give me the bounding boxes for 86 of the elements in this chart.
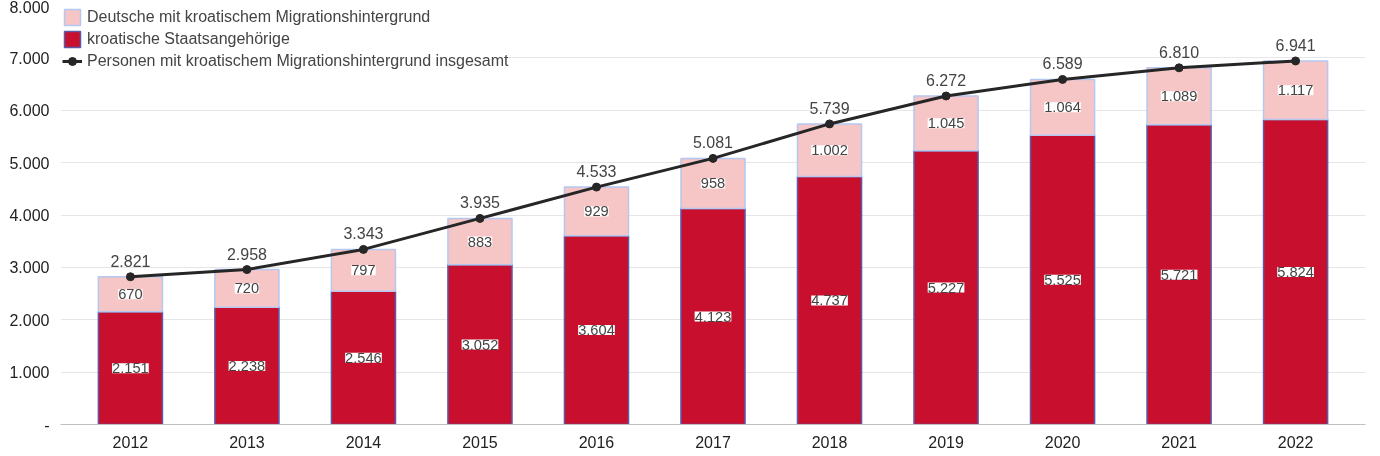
data-label: 1.064 [1044, 99, 1081, 116]
point [242, 265, 252, 275]
data-label: 4.737 [811, 292, 848, 309]
point [591, 182, 601, 192]
data-label: 5.721 [1160, 266, 1198, 283]
y-tick-label: 4.000 [9, 207, 50, 224]
data-label: 2.238 [228, 357, 266, 374]
y-tick-label: 8.000 [9, 0, 50, 16]
x-tick-label: 2015 [462, 433, 498, 451]
bar [1146, 67, 1212, 126]
bar [214, 306, 280, 425]
y-tick-label: 5.000 [9, 154, 50, 172]
y-tick-label: 1.000 [9, 364, 50, 382]
data-label: 958 [700, 175, 726, 192]
data-label: 2.151 [112, 360, 149, 377]
data-label: 2.821 [110, 252, 151, 270]
bar [563, 234, 630, 425]
data-label: 797 [351, 262, 376, 279]
bar [97, 276, 164, 313]
data-label: 3.052 [461, 336, 499, 353]
x-tick-label: 2017 [695, 433, 731, 451]
x-tick-label: 2021 [1161, 433, 1197, 451]
data-label: 883 [467, 233, 493, 250]
data-label: 6.810 [1159, 43, 1200, 61]
bar [680, 207, 746, 425]
data-label: 3.935 [459, 194, 501, 212]
data-label: 2.958 [226, 245, 268, 263]
point [825, 119, 835, 129]
data-label: 6.272 [926, 72, 967, 89]
bar [913, 95, 979, 152]
data-label: 6.941 [1275, 36, 1316, 54]
point [1174, 63, 1184, 73]
x-tick-label: 2018 [811, 433, 848, 451]
bar [447, 263, 513, 425]
bar [796, 175, 863, 425]
point [125, 272, 135, 282]
bar [214, 268, 280, 309]
point [475, 213, 485, 223]
point [708, 153, 718, 163]
data-label: 720 [234, 280, 260, 297]
y-tick-label: 7.000 [9, 49, 50, 67]
data-label: 1.045 [927, 115, 965, 132]
point [1058, 74, 1068, 84]
bar [680, 157, 746, 210]
data-label: 929 [584, 203, 609, 220]
legend-label: Personen mit kroatischem Migrationshintergrund insgesamt [87, 52, 509, 70]
y-tick-label: - [44, 416, 50, 434]
x-tick-label: 2019 [928, 433, 964, 451]
data-label: 1.117 [1277, 82, 1314, 99]
y-tick-label: 3.000 [9, 259, 50, 277]
point [358, 244, 368, 254]
x-tick-label: 2012 [112, 433, 149, 451]
data-label: 1.089 [1160, 88, 1198, 105]
x-tick-label: 2022 [1277, 433, 1314, 451]
bar [563, 186, 630, 237]
data-label: 670 [118, 286, 143, 303]
x-tick-label: 2016 [578, 433, 615, 451]
x-tick-label: 2020 [1044, 433, 1081, 451]
x-tick-label: 2014 [345, 433, 382, 451]
data-label: 6.589 [1042, 55, 1083, 73]
data-label: 5.525 [1044, 271, 1081, 288]
bar [330, 290, 397, 425]
bar [1029, 134, 1096, 425]
y-tick-label: 2.000 [9, 311, 50, 329]
point [1291, 56, 1301, 66]
data-label: 4.533 [576, 163, 617, 181]
data-label: 4.123 [694, 308, 732, 325]
data-label: 1.002 [811, 142, 848, 159]
data-label: 5.081 [692, 134, 734, 152]
data-label: 5.824 [1277, 263, 1314, 280]
point [941, 91, 951, 101]
bar [1262, 60, 1329, 121]
data-label: 5.227 [927, 279, 965, 296]
x-tick-label: 2013 [229, 433, 265, 451]
bar [913, 149, 979, 425]
legend-label: kroatische Staatsangehörige [87, 30, 290, 48]
bar [1262, 118, 1329, 425]
data-label: 2.546 [345, 349, 382, 366]
data-label: 5.739 [809, 99, 850, 117]
bar [97, 311, 164, 425]
bar [1146, 124, 1212, 425]
data-label: 3.604 [578, 322, 615, 339]
y-tick-label: 6.000 [9, 102, 50, 120]
bar [447, 217, 513, 266]
legend-label: Deutsche mit kroatischem Migrationshintergrund [87, 8, 431, 26]
data-label: 3.343 [343, 225, 384, 243]
